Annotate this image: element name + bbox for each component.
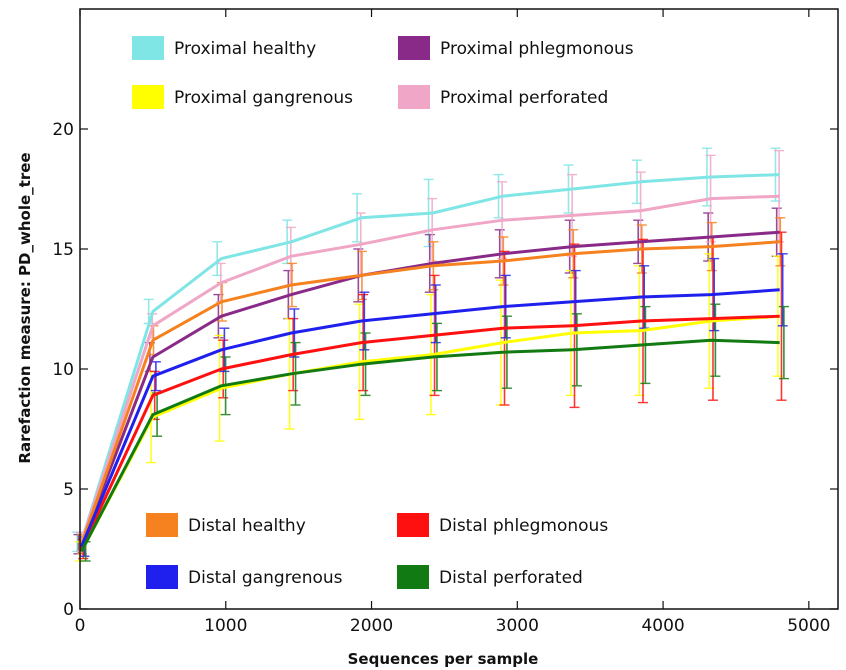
- legend-swatch: [146, 513, 178, 537]
- legend-swatch: [398, 36, 430, 60]
- legend-label: Distal gangrenous: [188, 568, 343, 588]
- legend-swatch: [146, 565, 178, 589]
- legend-swatch: [132, 36, 164, 60]
- error-bar-distal-perforated: [778, 305, 789, 380]
- legend-swatch: [397, 565, 429, 589]
- legend-item-distal-gangrenous: Distal gangrenous: [146, 565, 343, 589]
- series-line-distal-healthy: [80, 240, 780, 545]
- y-tick-label: 0: [63, 600, 74, 620]
- legend-label: Proximal healthy: [174, 39, 316, 59]
- series-line-proximal-perforated: [80, 194, 780, 543]
- y-tick-label: 20: [52, 120, 74, 140]
- x-tick-label: 3000: [496, 616, 539, 636]
- legend-swatch: [132, 85, 164, 109]
- series-line-proximal-healthy: [80, 173, 780, 543]
- legend-item-proximal-healthy: Proximal healthy: [132, 36, 316, 60]
- legend-swatch: [398, 85, 430, 109]
- series-lines: [80, 173, 780, 553]
- legend-swatch: [397, 513, 429, 537]
- legend-label: Distal perforated: [439, 568, 583, 588]
- y-tick-label: 15: [52, 240, 74, 260]
- x-tick-label: 4000: [641, 616, 684, 636]
- legend: Proximal healthy Proximal phlegmonous Prox…: [132, 36, 634, 589]
- legend-item-distal-perforated: Distal perforated: [397, 565, 583, 589]
- legend-item-proximal-phlegmonous: Proximal phlegmonous: [398, 36, 634, 60]
- y-tick-label: 5: [63, 480, 74, 500]
- legend-item-distal-phlegmonous: Distal phlegmonous: [397, 513, 608, 537]
- series-line-proximal-gangrenous: [80, 314, 780, 553]
- axis-ticks: 0 1000 2000 3000 4000 5000 0 5 10 15 20: [52, 9, 838, 636]
- plot-frame: [79, 8, 839, 610]
- error-bar-distal-gangrenous: [777, 253, 788, 327]
- legend-label: Distal phlegmonous: [439, 516, 608, 536]
- legend-item-distal-healthy: Distal healthy: [146, 513, 306, 537]
- legend-label: Proximal perforated: [440, 88, 608, 108]
- x-tick-label: 0: [75, 616, 86, 636]
- x-tick-label: 5000: [787, 616, 830, 636]
- y-axis-title: Rarefaction measure: PD_whole_tree: [16, 152, 34, 463]
- x-axis-title: Sequences per sample: [348, 650, 539, 668]
- error-bar-distal-healthy: [775, 217, 786, 267]
- legend-label: Distal healthy: [188, 516, 306, 536]
- legend-item-proximal-perforated: Proximal perforated: [398, 85, 608, 109]
- series-line-distal-gangrenous: [80, 288, 780, 548]
- legend-label: Proximal phlegmonous: [440, 39, 634, 59]
- x-tick-label: 2000: [350, 616, 393, 636]
- series-line-distal-phlegmonous: [80, 314, 780, 550]
- legend-item-proximal-gangrenous: Proximal gangrenous: [132, 85, 353, 109]
- y-tick-label: 10: [52, 360, 74, 380]
- series-line-distal-perforated: [80, 338, 780, 553]
- series-line-proximal-phlegmonous: [80, 230, 780, 545]
- x-tick-label: 1000: [204, 616, 247, 636]
- legend-label: Proximal gangrenous: [174, 88, 353, 108]
